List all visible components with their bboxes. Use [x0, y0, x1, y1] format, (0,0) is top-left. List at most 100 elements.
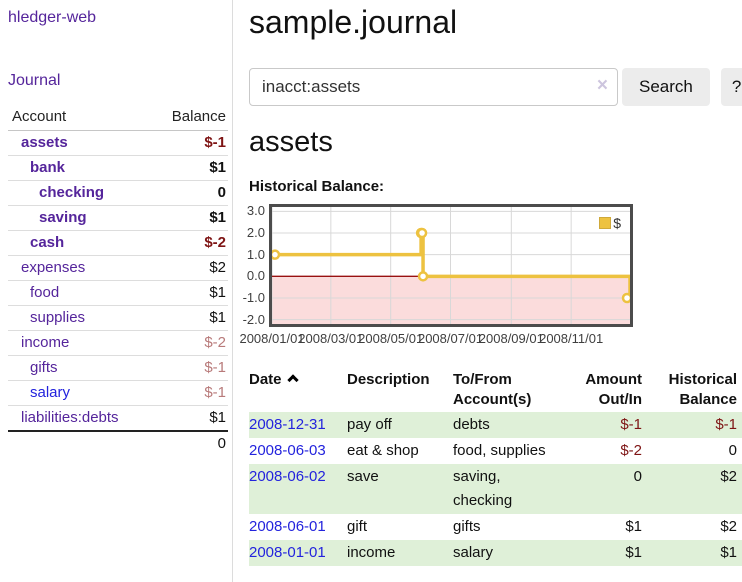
register-date-link[interactable]: 2008-06-02	[249, 468, 326, 485]
search-input[interactable]	[249, 68, 618, 106]
account-row: salary $-1	[8, 380, 228, 406]
account-name-cell: saving	[8, 205, 152, 231]
search-button[interactable]: Search	[622, 68, 710, 106]
register-row: 2008-06-01 gift gifts $1 $2	[249, 514, 742, 540]
register-balance-cell: $2	[720, 468, 737, 485]
accounts-total-value: 0	[8, 430, 228, 456]
register-row: 2008-12-31 pay off debts $-1 $-1	[249, 412, 742, 438]
account-link[interactable]: expenses	[21, 259, 86, 276]
account-link[interactable]: income	[21, 334, 70, 351]
accounts-header-account: Account	[8, 105, 152, 131]
account-name-cell: checking	[8, 180, 152, 206]
data-point-marker	[417, 271, 429, 282]
register-table: Date Description To/From Account(s) Amou…	[249, 370, 742, 566]
account-link[interactable]: cash	[30, 234, 65, 251]
register-amount-cell: $-2	[620, 442, 642, 459]
register-date-link[interactable]: 2008-06-03	[249, 442, 326, 459]
clear-search-icon[interactable]: ×	[596, 75, 608, 96]
account-link[interactable]: salary	[30, 384, 71, 401]
accounts-total-row: 0	[8, 430, 228, 456]
register-accounts-cell: food, supplies	[453, 442, 546, 459]
sidebar: hledger-web Journal Account Balance asse…	[0, 0, 233, 582]
chart-title: Historical Balance:	[249, 178, 385, 195]
register-amount-cell: $1	[625, 544, 642, 561]
register-description-cell: eat & shop	[347, 442, 419, 459]
account-link[interactable]: gifts	[30, 359, 58, 376]
account-link[interactable]: supplies	[30, 309, 86, 326]
register-balance-cell: 0	[728, 442, 737, 459]
account-link[interactable]: checking	[39, 184, 105, 201]
account-name-cell: liabilities:debts	[8, 405, 152, 432]
y-axis-tick-label: -2.0	[242, 311, 265, 327]
account-balance: $1	[151, 305, 228, 331]
x-axis-tick-label: 2008/11/01	[539, 331, 604, 346]
y-axis-tick-label: 3.0	[246, 203, 265, 219]
account-balance: $-1	[151, 355, 228, 381]
main-content: sample.journal × Search ? assets Histori…	[233, 0, 742, 582]
register-header-amount-line1: Amount	[585, 371, 642, 388]
account-row: gifts $-1	[8, 355, 228, 381]
help-button[interactable]: ?	[720, 68, 742, 106]
account-row: cash $-2	[8, 230, 228, 256]
accounts-header-balance: Balance	[151, 105, 228, 131]
account-row: assets $-1	[8, 130, 228, 156]
nav-journal-link[interactable]: Journal	[8, 72, 61, 89]
legend-label: $	[613, 215, 621, 231]
x-axis-tick-label: 2008/05/01	[358, 331, 424, 346]
register-date-cell: 2008-06-03	[249, 438, 347, 464]
register-date-link[interactable]: 2008-01-01	[249, 544, 326, 561]
register-date-cell: 2008-06-01	[249, 514, 347, 540]
register-description-cell: gift	[347, 518, 368, 535]
register-date-cell: 2008-06-02	[249, 464, 347, 514]
register-row: 2008-06-03 eat & shop food, supplies $-2 0	[249, 438, 742, 464]
search-bar: × Search ?	[249, 68, 742, 106]
legend-swatch-icon	[599, 217, 612, 229]
account-row: saving $1	[8, 205, 228, 231]
account-balance: $-2	[151, 330, 228, 356]
account-balance: $2	[151, 255, 228, 281]
register-date-link[interactable]: 2008-12-31	[249, 416, 326, 433]
register-amount-cell: $-1	[620, 416, 642, 433]
account-link[interactable]: assets	[21, 134, 68, 151]
y-axis-tick-label: -1.0	[242, 290, 265, 305]
account-balance: 0	[151, 180, 228, 206]
account-link[interactable]: saving	[39, 209, 87, 226]
register-date-link[interactable]: 2008-06-01	[249, 518, 326, 535]
historical-balance-chart: $ 3.0 2.0 1.0 0.0 -1.0 -2.0 2008/01/01 2008/03/…	[239, 203, 742, 350]
account-link[interactable]: liabilities:debts	[21, 409, 119, 426]
chart-plot-area: $	[269, 204, 633, 327]
y-axis-tick-label: 2.0	[246, 225, 265, 240]
account-name-cell: expenses	[8, 255, 152, 281]
x-axis-tick-label: 2008/07/01	[417, 331, 484, 346]
account-balance: $1	[151, 205, 228, 231]
register-header-balance: Historical Balance	[647, 370, 742, 412]
account-name-cell: food	[8, 280, 152, 306]
account-heading: assets	[249, 126, 333, 158]
register-header-date[interactable]: Date	[249, 370, 347, 412]
account-row: income $-2	[8, 330, 228, 356]
register-row: 2008-01-01 income salary $1 $1	[249, 540, 742, 566]
register-header-accounts: To/From Account(s)	[453, 370, 561, 412]
account-link[interactable]: food	[30, 284, 60, 301]
register-amount-cell: $1	[625, 518, 642, 535]
account-balance: $1	[151, 280, 228, 306]
register-description-cell: income	[347, 544, 396, 561]
register-accounts-cell: salary	[453, 544, 494, 561]
register-header-date-label: Date	[249, 371, 282, 388]
register-row: 2008-06-02 save saving, checking 0 $2	[249, 464, 742, 514]
y-axis-tick-label: 1.0	[246, 246, 265, 262]
account-link[interactable]: bank	[30, 159, 66, 176]
register-amount-cell: 0	[633, 468, 642, 485]
register-accounts-cell: debts	[453, 416, 490, 433]
account-row: expenses $2	[8, 255, 228, 281]
account-balance: $1	[151, 405, 228, 432]
sort-ascending-icon	[286, 374, 299, 386]
register-date-cell: 2008-01-01	[249, 540, 347, 566]
register-balance-cell: $2	[720, 518, 737, 535]
register-header-row: Date Description To/From Account(s) Amou…	[249, 370, 742, 412]
app-brand-link[interactable]: hledger-web	[8, 9, 97, 26]
register-header-accounts-line2: Account(s)	[453, 391, 532, 408]
register-header-accounts-line1: To/From	[453, 371, 512, 388]
register-date-cell: 2008-12-31	[249, 412, 347, 438]
y-axis-tick-label: 0.0	[246, 268, 265, 284]
